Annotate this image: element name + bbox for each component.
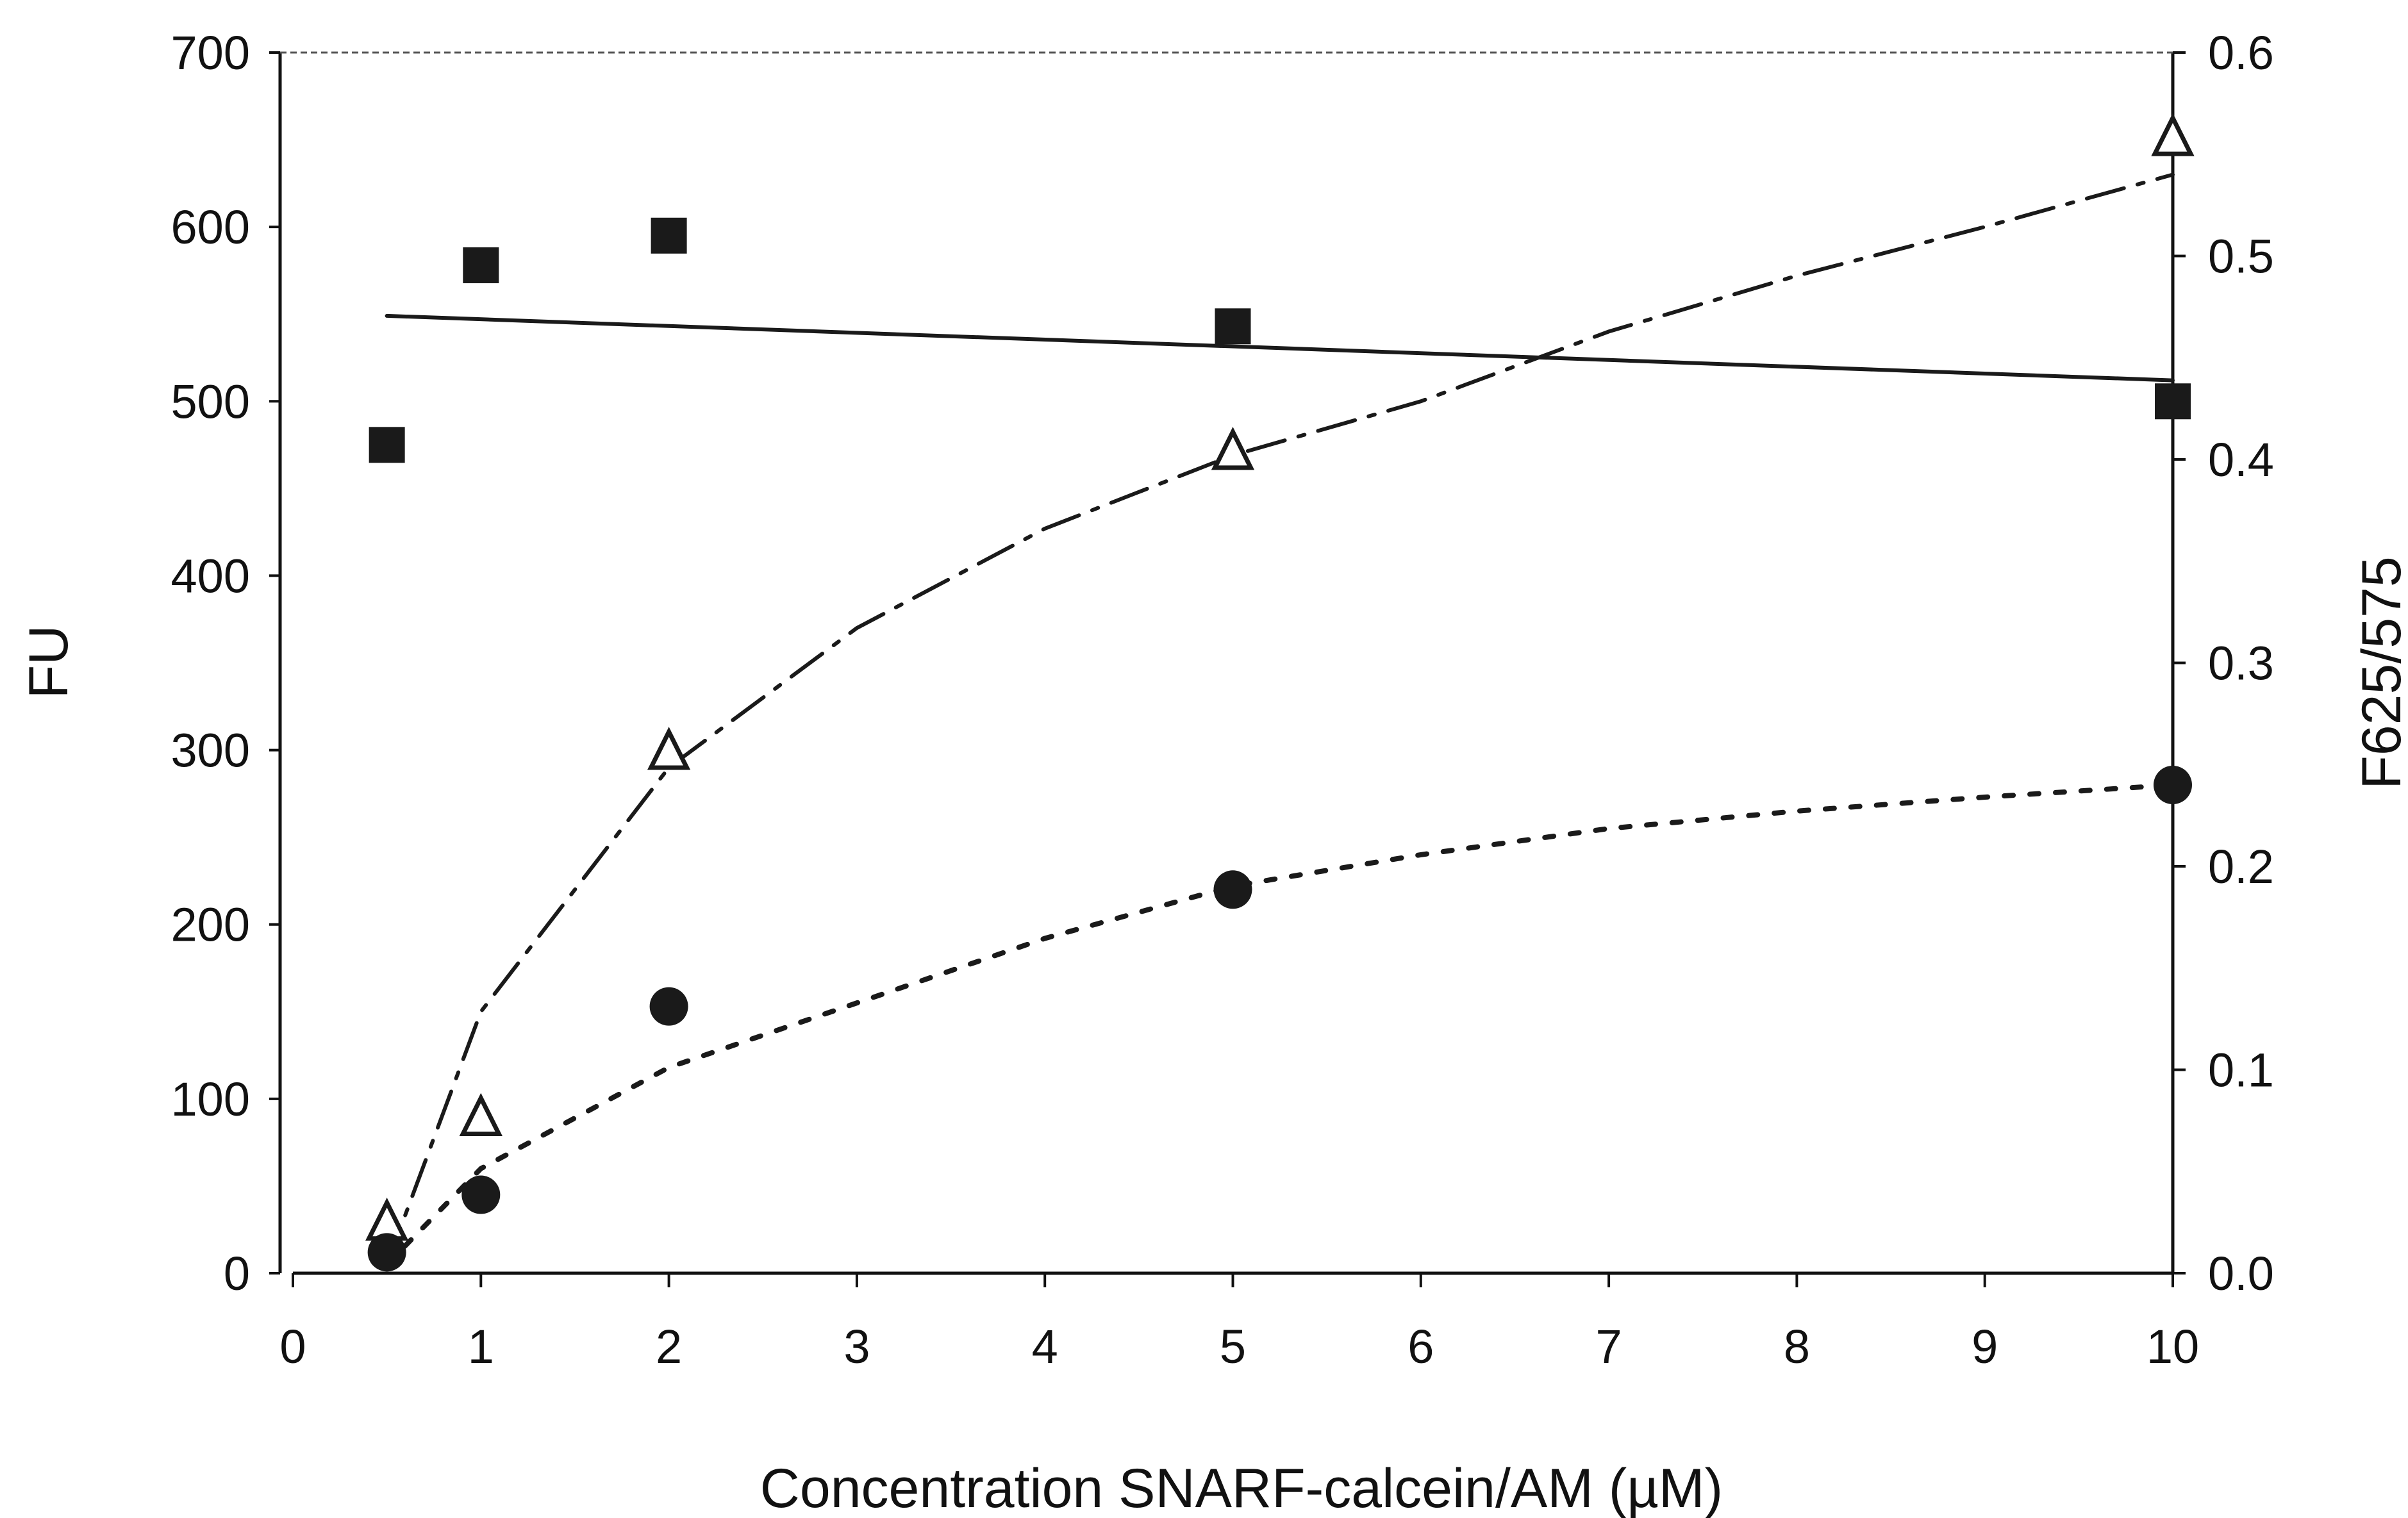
left-y-tick-label: 400 [171,549,250,602]
right-y-tick-label: 0.6 [2208,26,2274,79]
left-y-tick-label: 0 [224,1247,250,1300]
trendline-series-3 [384,782,2175,1267]
x-tick-label: 9 [1972,1320,1998,1373]
left-y-tick-label: 100 [171,1073,250,1126]
circle-marker [2154,766,2192,804]
trendline-series-1 [385,313,2175,383]
left-y-tick-label: 500 [171,375,250,428]
x-tick-label: 1 [468,1320,494,1373]
x-tick-label: 10 [2146,1320,2199,1373]
plot-frame [278,51,2175,1275]
circle-marker [461,1175,501,1214]
right-y-tick-label: 0.5 [2208,230,2274,283]
trendlines [384,172,2175,1267]
right-y-axis-title: F625/575 [2351,556,2408,789]
right-y-axis-ticks: 0.0 0.1 0.2 0.3 0.4 0.5 0.6 [2173,26,2274,1300]
x-tick-label: 6 [1407,1320,1434,1373]
x-tick-label: 7 [1596,1320,1622,1373]
x-tick-label: 4 [1032,1320,1058,1373]
left-y-tick-label: 200 [171,898,250,952]
left-y-tick-label: 300 [171,724,250,777]
right-y-tick-label: 0.3 [2208,637,2274,690]
circle-marker [367,1233,406,1272]
square-marker [463,247,499,284]
right-y-tick-label: 0.0 [2208,1247,2274,1300]
left-y-axis-title: FU [18,625,79,699]
left-y-tick-label: 700 [171,26,250,79]
x-axis-title: Concentration SNARF-calcein/AM (µM) [760,1458,1723,1518]
triangle-marker [647,727,691,770]
data-markers [365,113,2195,1272]
left-y-tick-label: 600 [171,201,250,254]
right-y-tick-label: 0.2 [2208,840,2274,893]
x-axis-ticks: 0 1 2 3 4 5 6 7 8 9 10 [279,1273,2199,1373]
triangle-marker [459,1093,502,1137]
triangle-marker [1211,427,1255,470]
circle-marker [649,987,688,1026]
circle-marker [1213,870,1252,909]
triangle-marker [2151,113,2195,156]
x-tick-label: 0 [279,1320,306,1373]
right-y-tick-label: 0.1 [2208,1044,2274,1097]
left-y-axis-ticks: 0 100 200 300 400 500 600 700 [171,26,280,1300]
x-tick-label: 3 [843,1320,870,1373]
x-tick-label: 5 [1220,1320,1246,1373]
x-tick-label: 8 [1784,1320,1810,1373]
right-y-tick-label: 0.4 [2208,433,2274,486]
square-marker [369,427,405,463]
trendline-series-2 [385,172,2175,1267]
square-marker [651,217,687,254]
square-marker [1215,308,1251,345]
x-tick-label: 2 [656,1320,682,1373]
square-marker [2155,383,2191,420]
